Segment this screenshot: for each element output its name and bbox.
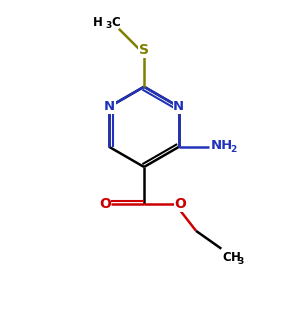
Text: NH: NH xyxy=(211,139,233,152)
Text: 2: 2 xyxy=(230,145,236,154)
Text: C: C xyxy=(111,16,120,29)
Text: N: N xyxy=(104,100,115,113)
Text: O: O xyxy=(99,197,111,211)
Text: O: O xyxy=(175,197,187,211)
Text: 3: 3 xyxy=(238,257,244,266)
Text: H: H xyxy=(231,251,241,264)
Text: N: N xyxy=(173,100,184,113)
Text: S: S xyxy=(139,43,149,58)
Text: C: C xyxy=(223,251,232,264)
Text: 3: 3 xyxy=(106,21,112,30)
Text: H: H xyxy=(93,16,102,29)
